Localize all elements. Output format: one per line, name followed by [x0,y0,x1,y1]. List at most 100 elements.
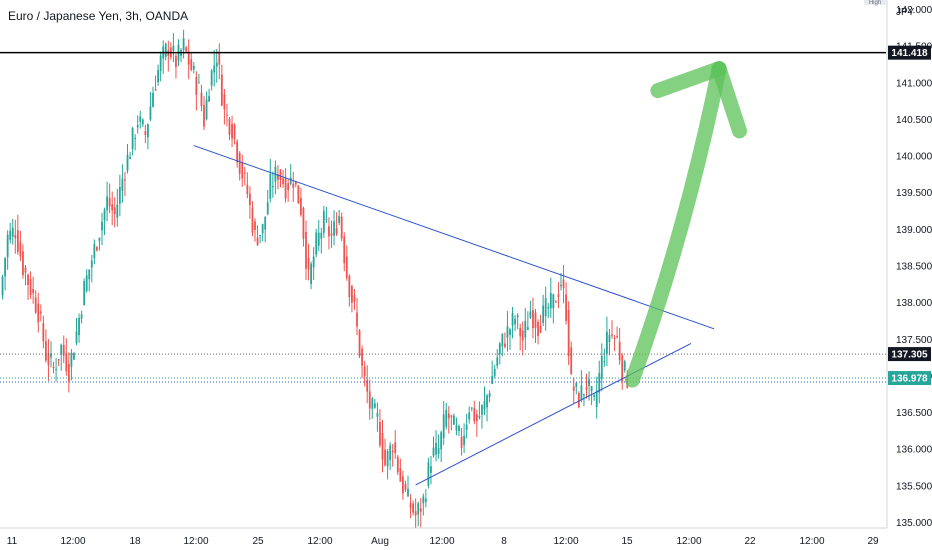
candle-body [529,311,532,318]
candle-body [78,317,80,336]
candle-body [96,247,98,251]
candle-body [116,204,119,218]
chart-title: Euro / Japanese Yen, 3h, OANDA [8,9,188,23]
candle-body [575,383,578,387]
candle-body [195,76,198,95]
candle-body [292,183,295,188]
candle-body [603,361,606,363]
candle-body [440,432,443,450]
candle-body [333,221,335,236]
candle-body [75,331,78,343]
candle-body [320,232,323,239]
candle-body [297,185,300,204]
candle-body [422,496,425,504]
candle-body [409,503,412,508]
candle-body [60,344,63,355]
candle-body [427,462,430,486]
candle-body [394,442,397,454]
arrow-shaft [624,61,727,388]
candle-body [136,124,139,128]
high-tag-text: High [869,0,881,6]
candle-body [302,208,305,239]
time-tick-label: 12:00 [553,536,578,547]
candle-body [483,401,486,410]
candle-body [55,369,57,371]
candle-body [437,448,440,455]
candle-body [50,353,52,358]
candle-body [208,96,210,102]
candle-body [580,385,583,400]
candle-body [376,413,379,417]
candle-body [284,178,287,199]
candle-body [231,123,233,139]
candle-body [588,379,590,387]
time-tick-label: 11 [7,536,18,547]
candle-body [419,508,422,512]
candle-body [254,221,256,231]
candle-body [567,309,570,357]
candle-body [131,127,134,150]
price-tick-label: 138.500 [896,262,932,273]
candle-body [144,131,147,135]
candle-body [11,227,14,237]
candle-body [29,278,32,296]
candle-body [103,209,106,221]
candle-body [203,105,205,127]
arrow-head-left [650,61,727,99]
candle-body [611,334,613,336]
candle-body [501,333,504,347]
candle-body [287,183,290,191]
candle-body [141,119,144,125]
candle-body [282,178,284,185]
candle-body [90,260,93,268]
candle-body [42,323,45,342]
candle-body [542,305,545,323]
candle-body [124,179,126,181]
candle-body [345,256,348,278]
time-axis[interactable]: 11 12:00 18 12:00 25 12:00 Aug 12:00 8 12:00 15 12:… [7,536,879,547]
candle-body [481,405,483,415]
price-tick-label: 139.000 [896,225,932,236]
candle-body [67,363,70,382]
time-tick-label: 12:00 [676,536,701,547]
candle-body [621,355,624,382]
candle-body [478,416,481,418]
candle-body [468,412,471,420]
candle-body [526,327,529,330]
candle-body [506,326,509,338]
candle-body [45,341,47,361]
arrow-head-right [711,61,747,139]
time-tick-label: 12:00 [183,536,208,547]
time-tick-label: 12:00 [60,536,85,547]
candle-body [442,414,445,439]
candle-body [101,221,103,231]
candle-body [190,59,193,70]
candle-body [595,390,598,408]
price-axis[interactable]: 142.000141.500141.000140.500140.000139.5… [896,5,932,529]
candle-body [361,348,363,366]
level-badge-text: 137.305 [891,350,928,361]
candle-body [47,352,50,366]
time-tick-label: 8 [501,536,507,547]
candle-body [608,334,611,343]
current-price-badge-bg [888,371,931,386]
candle-body [435,443,437,455]
candle-body [315,232,318,255]
candle-body [185,47,188,52]
candle-body [366,379,369,392]
candle-body [475,414,478,422]
candle-body [524,321,527,338]
candle-body [27,274,29,285]
candle-body [256,237,259,245]
candle-body [294,181,297,185]
projection-arrow [624,61,747,388]
candle-body [70,352,73,367]
high-tag [864,0,886,5]
candle-body [384,449,386,466]
price-tick-label: 142.000 [896,5,932,16]
candle-body [455,425,458,431]
candle-body [414,511,417,516]
candle-body [488,393,491,397]
candle-body [279,170,282,181]
